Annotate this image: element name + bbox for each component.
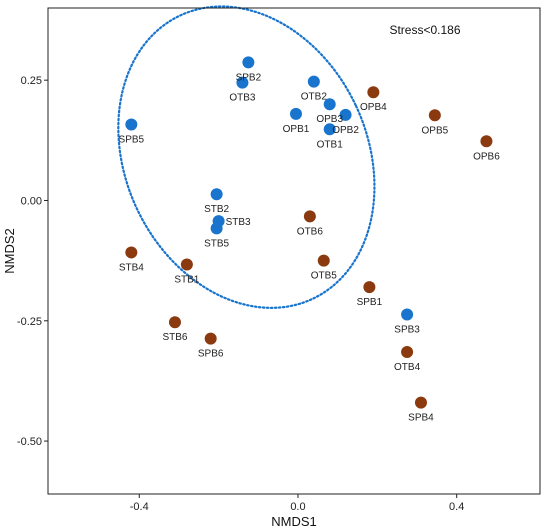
- point-label-spb2: SPB2: [236, 72, 262, 83]
- point-label-otb6: OTB6: [297, 226, 324, 237]
- data-point-otb1: [323, 123, 336, 136]
- data-point-opb6: [480, 135, 493, 148]
- data-point-otb6: [303, 210, 316, 223]
- x-tick-label: 0.0: [290, 501, 305, 513]
- x-axis-title: NMDS1: [271, 514, 317, 529]
- points-layer: [125, 56, 493, 409]
- data-point-otb3: [236, 76, 249, 89]
- point-label-otb2: OTB2: [301, 92, 328, 103]
- stress-annotation: Stress<0.186: [389, 23, 460, 37]
- point-label-opb4: OPB4: [360, 102, 387, 113]
- x-tick-label: -0.4: [130, 501, 149, 513]
- data-point-stb4: [125, 246, 138, 259]
- data-point-spb1: [363, 281, 376, 294]
- point-label-otb4: OTB4: [394, 362, 421, 373]
- y-tick-label: -0.50: [17, 436, 42, 448]
- data-point-opb5: [428, 109, 441, 122]
- point-label-spb1: SPB1: [357, 297, 383, 308]
- data-point-spb4: [414, 396, 427, 409]
- point-label-stb1: STB1: [174, 274, 199, 285]
- point-label-opb5: OPB5: [422, 125, 449, 136]
- data-point-stb1: [180, 258, 193, 271]
- point-label-opb1: OPB1: [283, 124, 310, 135]
- data-point-opb1: [289, 107, 302, 120]
- data-point-spb5: [125, 118, 138, 131]
- x-tick-label: 0.4: [449, 501, 464, 513]
- point-label-otb3: OTB3: [229, 93, 256, 104]
- data-point-stb6: [168, 316, 181, 329]
- point-label-otb1: OTB1: [317, 139, 344, 150]
- data-point-spb2: [242, 56, 255, 69]
- confidence-ellipse: [117, 5, 376, 309]
- data-point-opb4: [367, 86, 380, 99]
- point-label-opb2: OPB2: [332, 125, 359, 136]
- point-label-stb3: STB3: [226, 217, 251, 228]
- y-tick-label: 0.25: [21, 75, 42, 87]
- data-point-otb4: [401, 346, 414, 359]
- data-point-opb2: [339, 108, 352, 121]
- point-label-spb5: SPB5: [119, 134, 145, 145]
- y-tick-label: 0.00: [21, 195, 42, 207]
- data-point-stb5: [210, 222, 223, 235]
- ellipse-layer: [117, 5, 376, 309]
- data-point-otb2: [307, 75, 320, 88]
- x-axis: -0.4 0.0 0.4: [130, 494, 464, 513]
- data-point-spb6: [204, 332, 217, 345]
- data-point-opb3: [323, 98, 336, 111]
- data-point-otb5: [317, 254, 330, 267]
- plot-frame: [47, 7, 541, 495]
- point-label-spb4: SPB4: [408, 413, 434, 424]
- point-label-otb5: OTB5: [311, 271, 338, 282]
- y-axis-title: NMDS2: [2, 228, 17, 274]
- point-label-stb6: STB6: [162, 332, 187, 343]
- point-label-spb6: SPB6: [198, 349, 224, 360]
- point-label-opb3: OPB3: [316, 114, 343, 125]
- data-point-spb3: [401, 308, 414, 321]
- point-label-opb6: OPB6: [473, 151, 500, 162]
- point-label-spb3: SPB3: [394, 325, 420, 336]
- point-label-stb2: STB2: [204, 204, 229, 215]
- labels-layer: SPB2 OTB3 OTB2 OPB3 OPB1 OPB2 OTB1 SPB5 STB2 STB3…: [119, 72, 501, 423]
- y-axis: -0.50 -0.25 0.00 0.25: [17, 75, 48, 448]
- point-label-stb4: STB4: [119, 262, 144, 273]
- y-tick-label: -0.25: [17, 316, 42, 328]
- point-label-stb5: STB5: [204, 238, 229, 249]
- data-point-stb2: [210, 188, 223, 201]
